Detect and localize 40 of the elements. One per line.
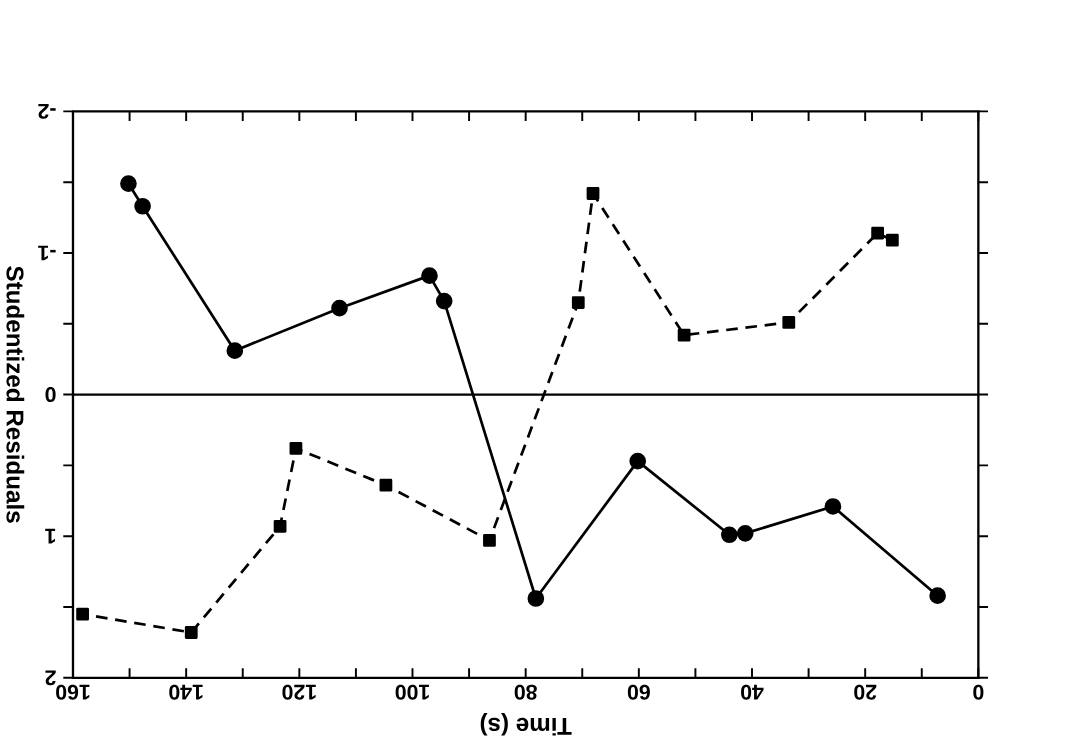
point: [571, 296, 585, 309]
x-tick-label: 40: [741, 684, 764, 700]
point: [929, 587, 946, 604]
point: [824, 498, 842, 515]
point: [483, 534, 496, 547]
y-tick-label: 2: [45, 670, 56, 686]
x-tick-label: 20: [854, 684, 877, 700]
y-tick-label: 1: [45, 528, 56, 544]
point: [736, 525, 754, 542]
point: [331, 299, 348, 317]
x-tick-label: 140: [169, 684, 203, 700]
x-tick-label: 160: [56, 684, 90, 700]
y-tick-label: -2: [38, 103, 56, 119]
point: [435, 292, 453, 310]
point: [782, 315, 796, 329]
point: [289, 441, 303, 455]
x-tick-label: 120: [282, 684, 316, 700]
point: [379, 478, 393, 492]
point: [120, 175, 137, 192]
point: [273, 519, 287, 533]
point: [721, 526, 738, 544]
point: [677, 328, 691, 342]
x-tick-label: 60: [627, 684, 650, 700]
y-axis-title: Studentized Residuals: [6, 266, 25, 523]
point: [885, 233, 899, 247]
point: [629, 452, 647, 470]
y-tick-label: -1: [38, 245, 56, 261]
x-tick-label: 80: [514, 684, 537, 700]
x-tick-label: 0: [973, 684, 984, 700]
point: [134, 197, 151, 215]
point: [226, 342, 244, 360]
point: [76, 607, 89, 621]
x-axis-title: Time (s): [480, 713, 572, 736]
point: [421, 267, 438, 284]
point: [871, 226, 885, 240]
point: [586, 187, 600, 200]
point: [527, 590, 545, 607]
x-tick-label: 100: [395, 684, 429, 700]
point: [184, 626, 198, 639]
y-tick-label: 0: [45, 387, 56, 403]
